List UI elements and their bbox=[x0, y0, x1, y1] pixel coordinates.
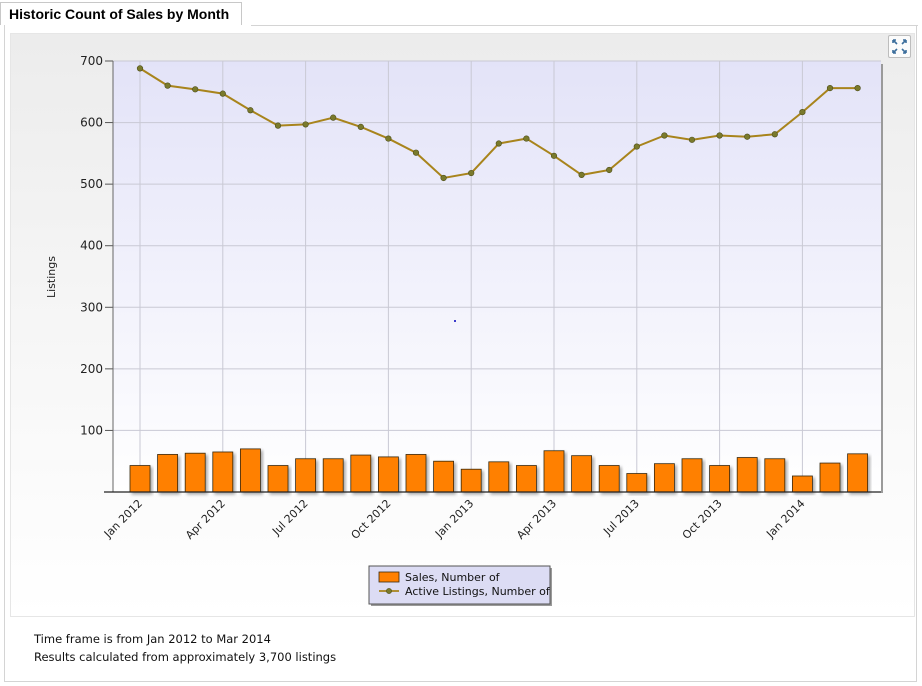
line-point bbox=[633, 143, 640, 150]
bar bbox=[460, 468, 482, 493]
bar bbox=[295, 458, 317, 493]
bar bbox=[709, 465, 730, 493]
line-point bbox=[854, 84, 861, 92]
line-point bbox=[357, 123, 364, 130]
tab-rule bbox=[251, 25, 918, 26]
line-point bbox=[192, 86, 199, 93]
bar bbox=[322, 458, 344, 493]
x-tick-label: Jan 2012 bbox=[101, 497, 145, 541]
bar bbox=[239, 448, 261, 493]
line-point bbox=[799, 109, 806, 116]
x-tick-label: Oct 2013 bbox=[680, 497, 725, 542]
line-point bbox=[523, 135, 530, 142]
y-tick-label: 400 bbox=[80, 239, 103, 253]
x-tick-label: Apr 2013 bbox=[514, 497, 559, 542]
y-axis-label: Listings bbox=[45, 256, 58, 298]
bar bbox=[847, 453, 868, 493]
line-point bbox=[385, 135, 392, 142]
plot-area bbox=[113, 61, 881, 492]
x-tick-label: Jul 2012 bbox=[269, 497, 311, 539]
bar bbox=[212, 451, 234, 493]
line-point bbox=[744, 133, 751, 140]
line-point bbox=[771, 131, 778, 138]
line-point bbox=[606, 166, 613, 174]
expand-arrows-icon bbox=[892, 39, 907, 54]
legend-label-sales: Sales, Number of bbox=[405, 571, 501, 584]
x-tick-label: Oct 2012 bbox=[349, 497, 394, 542]
line-point bbox=[468, 169, 475, 177]
line-point bbox=[164, 82, 171, 89]
bar bbox=[488, 461, 510, 493]
line-point bbox=[219, 90, 226, 97]
y-tick-label: 100 bbox=[80, 423, 103, 437]
y-tick-label: 700 bbox=[80, 54, 103, 68]
y-tick-label: 300 bbox=[80, 300, 103, 314]
line-point bbox=[412, 149, 420, 156]
bar bbox=[405, 454, 427, 493]
line-point bbox=[440, 174, 447, 182]
legend-swatch-sales bbox=[378, 571, 400, 583]
bar bbox=[736, 457, 758, 493]
line-point bbox=[661, 132, 668, 139]
x-tick-label: Jan 2014 bbox=[763, 497, 807, 541]
y-tick-label: 500 bbox=[80, 177, 103, 191]
bar bbox=[819, 462, 841, 493]
line-point bbox=[274, 122, 282, 129]
bar bbox=[654, 463, 675, 493]
bar bbox=[681, 458, 703, 493]
bar bbox=[598, 465, 620, 493]
bar bbox=[764, 458, 786, 493]
bar bbox=[350, 454, 372, 493]
y-tick-label: 200 bbox=[80, 362, 103, 376]
bar bbox=[157, 454, 179, 493]
bar bbox=[571, 455, 592, 493]
line-point bbox=[578, 171, 585, 179]
line-point bbox=[136, 65, 144, 72]
line-point bbox=[247, 107, 254, 114]
legend-label-listings: Active Listings, Number of bbox=[405, 585, 551, 598]
legend-swatch-listings-marker bbox=[386, 588, 392, 594]
x-tick-label: Apr 2012 bbox=[183, 497, 228, 542]
stray-point bbox=[454, 320, 456, 322]
bar bbox=[267, 465, 289, 493]
bar bbox=[377, 456, 399, 493]
bar bbox=[543, 450, 565, 493]
bar bbox=[516, 465, 537, 493]
footnote-time-frame: Time frame is from Jan 2012 to Mar 2014 bbox=[34, 632, 271, 646]
footnote-results: Results calculated from approximately 3,… bbox=[34, 650, 337, 664]
y-tick-label: 600 bbox=[80, 116, 103, 130]
x-tick-label: Jan 2013 bbox=[432, 497, 476, 541]
expand-chart-button[interactable] bbox=[888, 35, 911, 58]
bar bbox=[184, 452, 206, 493]
bar bbox=[129, 465, 151, 493]
line-point bbox=[302, 121, 309, 128]
line-point bbox=[550, 152, 558, 159]
line-point bbox=[330, 114, 337, 121]
line-point bbox=[688, 136, 696, 143]
line-point bbox=[826, 84, 834, 92]
panel-title: Historic Count of Sales by Month bbox=[0, 2, 243, 25]
line-point bbox=[495, 140, 502, 147]
bar bbox=[433, 460, 455, 493]
bar bbox=[626, 473, 648, 493]
x-tick-label: Jul 2013 bbox=[600, 497, 642, 539]
line-point bbox=[716, 132, 723, 139]
bar bbox=[792, 475, 813, 493]
